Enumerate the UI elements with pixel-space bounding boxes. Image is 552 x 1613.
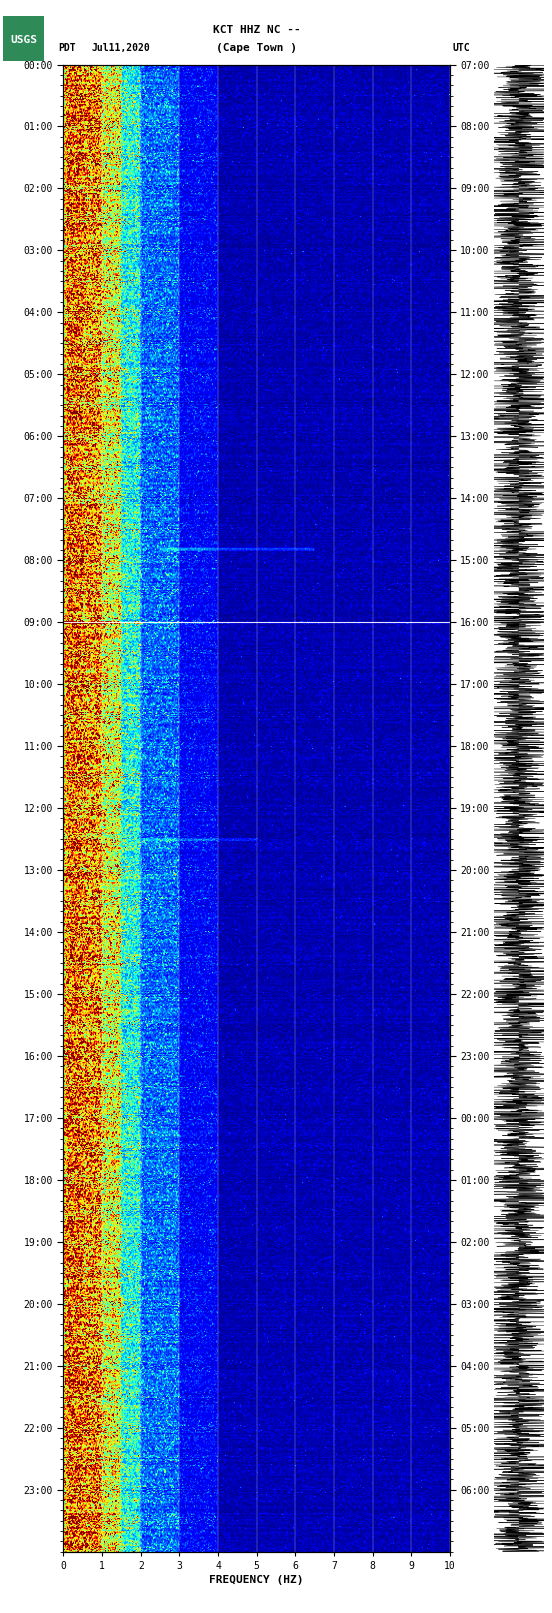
Text: PDT: PDT	[58, 44, 76, 53]
Text: (Cape Town ): (Cape Town )	[216, 44, 297, 53]
X-axis label: FREQUENCY (HZ): FREQUENCY (HZ)	[209, 1574, 304, 1586]
Text: KCT HHZ NC --: KCT HHZ NC --	[213, 26, 300, 35]
Text: USGS: USGS	[11, 34, 38, 45]
Text: Jul11,2020: Jul11,2020	[91, 44, 150, 53]
Text: UTC: UTC	[453, 44, 470, 53]
FancyBboxPatch shape	[3, 16, 44, 61]
